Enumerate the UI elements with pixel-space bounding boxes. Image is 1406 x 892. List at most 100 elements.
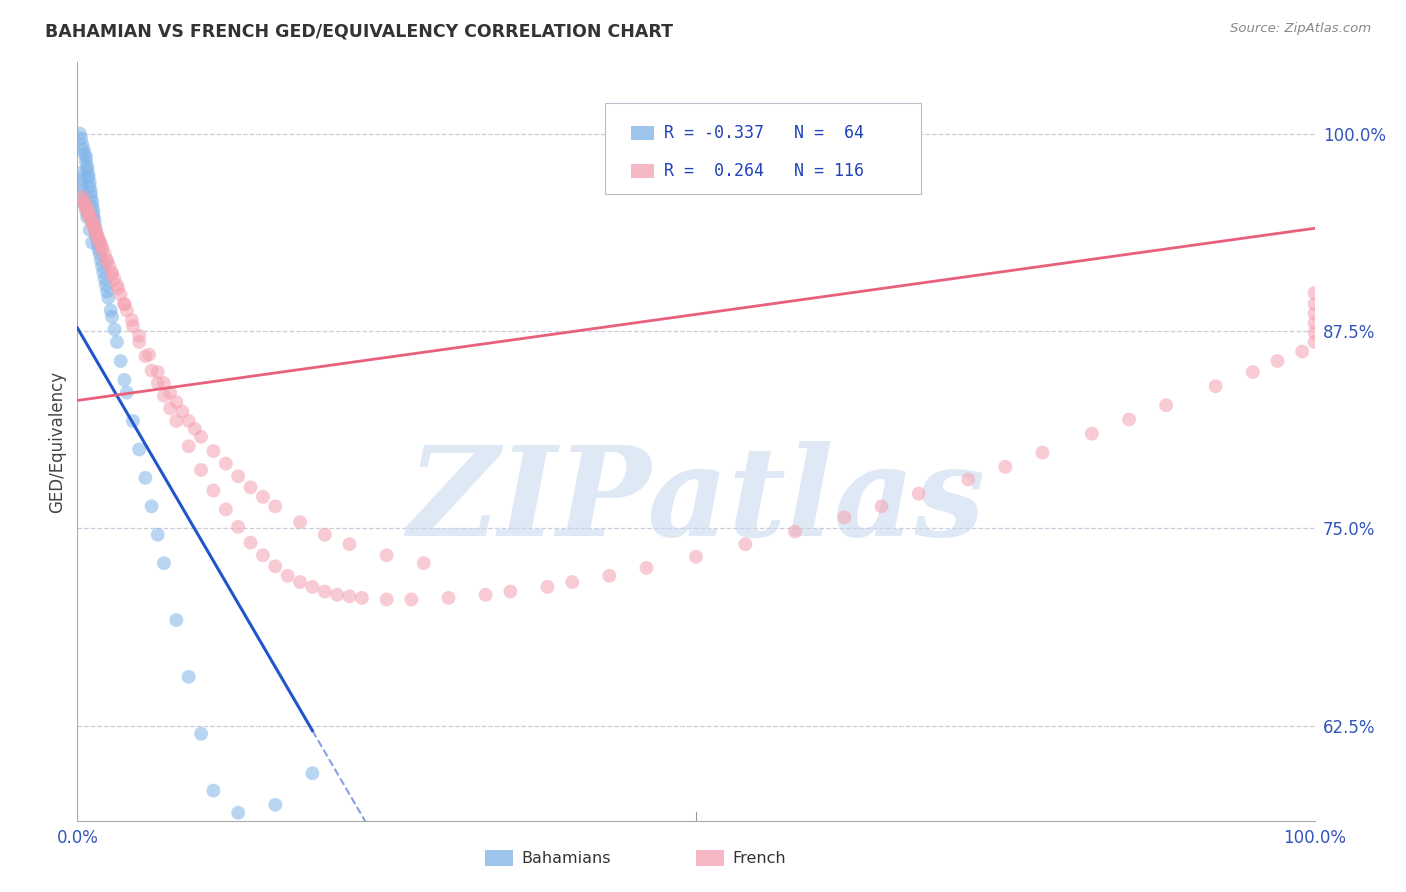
Point [239, 480, 262, 494]
Point [1303, 307, 1326, 321]
Point [474, 588, 496, 602]
Point [184, 422, 207, 436]
Point [86, 229, 108, 244]
Point [561, 575, 583, 590]
Point [146, 365, 169, 379]
Point [1081, 426, 1104, 441]
Point [89, 246, 111, 260]
Point [83, 218, 105, 232]
Point [314, 527, 336, 541]
Point [159, 401, 181, 416]
Point [77, 205, 100, 219]
Point [69, 127, 91, 141]
Point [202, 783, 225, 797]
Point [70, 178, 93, 193]
Point [277, 569, 299, 583]
Point [907, 486, 929, 500]
Point [112, 373, 135, 387]
Point [301, 580, 323, 594]
Point [75, 203, 97, 218]
Point [67, 166, 90, 180]
Point [90, 252, 112, 267]
Point [202, 483, 225, 498]
Point [499, 584, 522, 599]
Point [121, 313, 143, 327]
Point [98, 259, 121, 273]
Point [339, 537, 361, 551]
Point [75, 155, 97, 169]
Point [80, 185, 103, 199]
Point [76, 211, 98, 225]
Point [128, 328, 150, 343]
Point [1267, 354, 1289, 368]
Point [76, 203, 98, 218]
Point [79, 211, 101, 225]
Point [957, 472, 980, 486]
Point [94, 278, 117, 293]
Point [165, 613, 187, 627]
Point [77, 170, 100, 185]
Point [1031, 445, 1053, 459]
Point [264, 559, 287, 574]
Point [70, 131, 93, 145]
Point [870, 500, 893, 514]
Point [598, 569, 620, 583]
Point [82, 235, 104, 250]
Point [226, 805, 249, 820]
Point [783, 524, 806, 539]
Point [86, 227, 108, 242]
Point [1303, 297, 1326, 311]
Point [89, 234, 111, 248]
Point [82, 209, 104, 223]
Point [1303, 286, 1326, 301]
Point [82, 218, 104, 232]
Point [252, 548, 274, 562]
Text: R =  0.264   N = 116: R = 0.264 N = 116 [664, 162, 863, 180]
Point [350, 591, 373, 605]
Point [83, 223, 105, 237]
Point [1118, 412, 1140, 426]
Point [165, 414, 187, 428]
Point [87, 237, 110, 252]
Point [100, 303, 122, 318]
Point [72, 185, 94, 199]
Point [252, 490, 274, 504]
Point [84, 224, 107, 238]
Text: R = -0.337   N =  64: R = -0.337 N = 64 [664, 124, 863, 143]
Point [89, 235, 111, 250]
Point [264, 797, 287, 812]
Point [73, 147, 96, 161]
Point [215, 502, 238, 516]
Point [75, 150, 97, 164]
Point [79, 223, 101, 237]
Text: French: French [733, 851, 786, 865]
Point [734, 537, 756, 551]
Point [77, 168, 100, 182]
Point [264, 500, 287, 514]
Point [75, 201, 97, 215]
Point [76, 202, 98, 217]
Point [159, 385, 181, 400]
Point [141, 500, 163, 514]
Point [73, 197, 96, 211]
Point [685, 549, 707, 564]
Point [288, 575, 311, 590]
Point [105, 278, 128, 293]
Point [80, 211, 103, 226]
Point [128, 442, 150, 457]
Point [122, 319, 145, 334]
Point [79, 180, 101, 194]
Point [134, 471, 156, 485]
Y-axis label: GED/Equivalency: GED/Equivalency [48, 370, 66, 513]
Point [301, 766, 323, 780]
Point [80, 190, 103, 204]
Point [82, 199, 104, 213]
Point [138, 348, 160, 362]
Point [226, 520, 249, 534]
Point [146, 376, 169, 390]
Point [84, 223, 107, 237]
Point [636, 561, 658, 575]
Point [75, 199, 97, 213]
Text: Bahamians: Bahamians [522, 851, 612, 865]
Point [339, 590, 361, 604]
